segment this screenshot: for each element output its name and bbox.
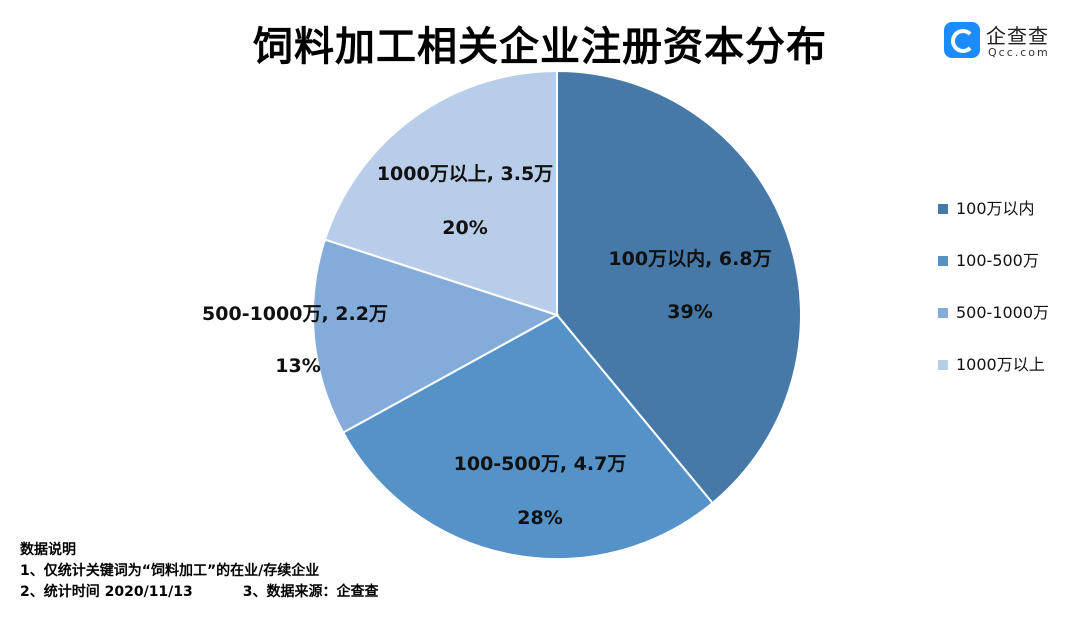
legend-label-3: 500-1000万 — [956, 303, 1049, 322]
notes-source: 3、数据来源：企查查 — [242, 584, 379, 600]
chart-title: 饲料加工相关企业注册资本分布 — [253, 24, 827, 70]
pie-slice-1 — [556, 69, 802, 505]
chart-legend: 100万以内 100-500万 500-1000万 1000万以上 — [938, 199, 1049, 374]
pie-data-labels: 100万以内, 6.8万 39% 100-500万, 4.7万 28% 500-1000… — [202, 163, 772, 529]
percent-label-1: 39% — [667, 301, 712, 323]
logo-text-en: Qcc.com — [988, 46, 1050, 59]
legend-swatch-3 — [938, 308, 948, 318]
percent-label-4: 20% — [442, 217, 487, 239]
percent-label-2: 28% — [517, 507, 562, 529]
pie-slice-4 — [323, 69, 558, 317]
data-label-2: 100-500万, 4.7万 — [454, 453, 627, 475]
data-label-1: 100万以内, 6.8万 — [608, 247, 771, 270]
notes-line-2: 2、统计时间 2020/11/13 3、数据来源：企查查 — [20, 582, 379, 603]
notes-time: 2、统计时间 2020/11/13 — [20, 584, 193, 600]
legend-label-1: 100万以内 — [956, 199, 1035, 218]
data-label-3: 500-1000万, 2.2万 — [202, 303, 388, 325]
legend-label-2: 100-500万 — [956, 251, 1039, 270]
legend-swatch-1 — [938, 204, 948, 214]
pie-slices — [312, 69, 802, 560]
pie-slice-2 — [341, 313, 714, 560]
logo-text-cn: 企查查 — [986, 24, 1049, 48]
qcc-logo-icon — [944, 22, 980, 58]
legend-swatch-2 — [938, 256, 948, 266]
percent-label-3: 13% — [275, 355, 320, 377]
data-label-4: 1000万以上, 3.5万 — [377, 163, 553, 185]
notes-heading: 数据说明 — [20, 542, 76, 558]
data-notes: 数据说明 1、仅统计关键词为“饲料加工”的在业/存续企业 2、统计时间 2020… — [20, 540, 379, 603]
legend-label-4: 1000万以上 — [956, 355, 1045, 374]
pie-slice-3 — [312, 238, 560, 434]
qcc-logo: 企查查 Qcc.com — [944, 20, 1064, 64]
notes-line-1: 1、仅统计关键词为“饲料加工”的在业/存续企业 — [20, 563, 320, 579]
legend-swatch-4 — [938, 360, 948, 370]
